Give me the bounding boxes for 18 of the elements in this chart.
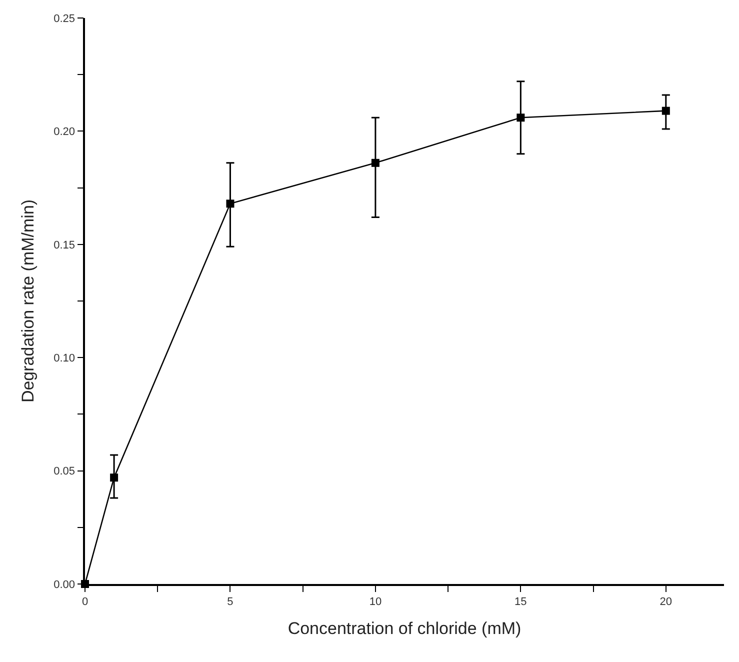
y-tick-label: 0.10 (54, 352, 76, 364)
y-axis-title: Degradation rate (mM/min) (18, 199, 38, 403)
point (516, 114, 525, 122)
x-tick-label: 10 (369, 596, 382, 608)
y-tick-label: 0.20 (54, 126, 76, 138)
x-tick-label: 15 (514, 596, 527, 608)
x-tick-label: 5 (227, 596, 234, 608)
point (371, 158, 380, 167)
y-tick-label: 0.15 (54, 239, 76, 252)
x-tick-label: 20 (660, 596, 672, 608)
point (662, 106, 670, 115)
text: 0.00 (54, 578, 76, 591)
point (110, 474, 118, 482)
x-tick-label: 0 (82, 596, 88, 608)
y-tick-label: 0.05 (54, 466, 76, 478)
point (226, 200, 234, 208)
y-tick-label: 0.25 (54, 12, 76, 25)
x-axis-title: Concentration of chloride (mM) (288, 618, 522, 638)
